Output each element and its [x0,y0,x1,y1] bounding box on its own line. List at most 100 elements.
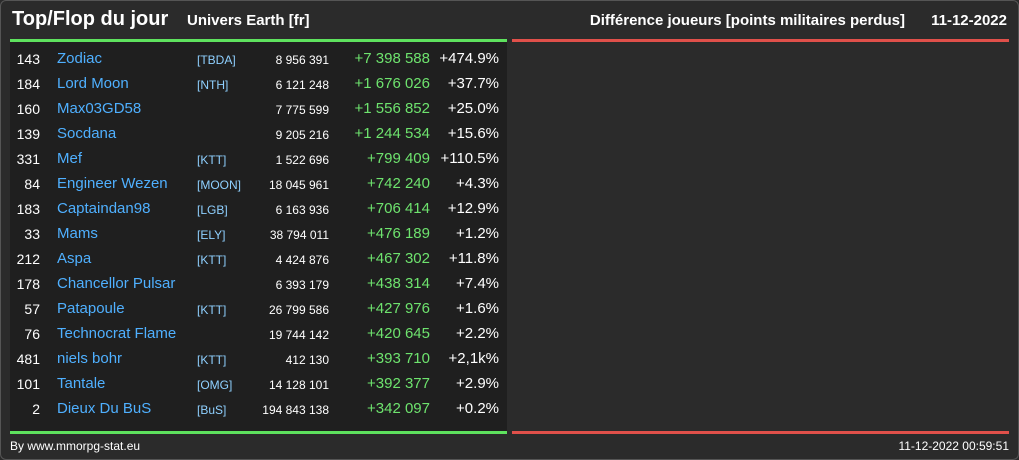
footer-credit[interactable]: By www.mmorpg-stat.eu [10,439,141,453]
player-rank: 212 [16,251,40,267]
percent-change: +37.7% [447,75,499,92]
percent-change: +2,1k% [448,350,499,367]
player-name-link[interactable]: Max03GD58 [57,100,142,117]
alliance-tag[interactable]: [ELY] [197,228,226,242]
table-row: 76 Technocrat Flame 19 744 142 +420 645 +2.2… [10,322,507,347]
player-name-link[interactable]: niels bohr [57,350,123,367]
table-row: 184 Lord Moon [NTH] 6 121 248 +1 676 026 +37.… [10,72,507,97]
player-name-link[interactable]: Lord Moon [57,75,129,92]
player-rank: 57 [24,301,40,317]
table-row: 160 Max03GD58 7 775 599 +1 556 852 +25.0% [10,97,507,122]
player-rank: 184 [16,76,40,92]
player-points: 18 045 961 [268,178,329,192]
player-points: 19 744 142 [268,328,329,342]
alliance-tag[interactable]: [BuS] [197,403,227,417]
player-name-link[interactable]: Tantale [57,375,106,392]
player-rank: 183 [16,201,40,217]
points-difference: +1 676 026 [354,75,431,92]
table-row: 139 Socdana 9 205 216 +1 244 534 +15.6% [10,122,507,147]
header-date: 11-12-2022 [931,12,1007,29]
player-points: 38 794 011 [269,228,329,242]
header: Top/Flop du jour Univers Earth [fr] Diff… [12,8,1007,34]
footer-timestamp: 11-12-2022 00:59:51 [898,439,1009,453]
percent-change: +12.9% [447,200,499,217]
player-points: 1 522 696 [275,153,329,167]
points-difference: +7 398 588 [354,50,431,67]
player-name-link[interactable]: Patapoule [57,300,125,317]
table-row: 183 Captaindan98 [LGB] 6 163 936 +706 414 +12… [10,197,507,222]
player-points: 9 205 216 [275,128,329,142]
player-rank: 178 [16,276,40,292]
points-difference: +1 556 852 [354,100,431,117]
percent-change: +2.9% [456,375,499,392]
points-difference: +742 240 [367,175,430,192]
player-name-link[interactable]: Zodiac [57,50,103,67]
page-title: Top/Flop du jour [12,8,169,30]
alliance-tag[interactable]: [KTT] [197,353,227,367]
flop-players-panel [512,42,1009,431]
percent-change: +15.6% [447,125,499,142]
alliance-tag[interactable]: [KTT] [197,153,227,167]
percent-change: +1.6% [456,300,499,317]
points-difference: +476 189 [367,225,430,242]
metric-label: Différence joueurs [points militaires pe… [589,12,905,29]
points-difference: +706 414 [367,200,430,217]
alliance-tag[interactable]: [KTT] [197,303,227,317]
percent-change: +2.2% [456,325,499,342]
player-rank: 101 [16,376,40,392]
player-points: 8 956 391 [275,53,329,67]
player-points: 6 393 179 [275,278,329,292]
bottom-green-divider [10,431,507,434]
table-row: 57 Patapoule [KTT] 26 799 586 +427 976 +1.6% [10,297,507,322]
points-difference: +427 976 [367,300,430,317]
player-name-link[interactable]: Chancellor Pulsar [57,275,176,292]
table-row: 33 Mams [ELY] 38 794 011 +476 189 +1.2% [10,222,507,247]
table-row: 178 Chancellor Pulsar 6 393 179 +438 314 +7.… [10,272,507,297]
player-rank: 33 [24,226,40,242]
points-difference: +420 645 [367,325,430,342]
percent-change: +474.9% [439,50,499,67]
player-points: 412 130 [285,353,329,367]
percent-change: +0.2% [456,400,499,417]
player-rank: 2 [32,401,40,417]
player-name-link[interactable]: Mams [57,225,98,242]
player-name-link[interactable]: Engineer Wezen [57,175,168,192]
percent-change: +110.5% [440,150,499,167]
player-points: 26 799 586 [268,303,329,317]
alliance-tag[interactable]: [MOON] [197,178,241,192]
player-name-link[interactable]: Dieux Du BuS [57,400,152,417]
player-name-link[interactable]: Captaindan98 [57,200,151,217]
player-rank: 84 [24,176,40,192]
player-points: 6 163 936 [275,203,329,217]
percent-change: +11.8% [448,250,499,267]
points-difference: +342 097 [367,400,430,417]
player-points: 14 128 101 [268,378,329,392]
player-rank: 139 [16,126,40,142]
table-row: 212 Aspa [KTT] 4 424 876 +467 302 +11.8% [10,247,507,272]
player-name-link[interactable]: Socdana [57,125,117,142]
player-rank: 331 [16,151,40,167]
table-row: 2 Dieux Du BuS [BuS] 194 843 138 +342 097 +0.… [10,397,507,422]
player-points: 7 775 599 [275,103,329,117]
alliance-tag[interactable]: [TBDA] [197,53,236,67]
alliance-tag[interactable]: [LGB] [197,203,228,217]
top-green-divider [10,39,507,42]
points-difference: +392 377 [367,375,430,392]
player-rank: 160 [16,101,40,117]
alliance-tag[interactable]: [NTH] [197,78,229,92]
alliance-tag[interactable]: [OMG] [197,378,233,392]
player-rank: 143 [16,51,40,67]
top-red-divider [512,39,1009,42]
player-points: 6 121 248 [275,78,329,92]
player-name-link[interactable]: Aspa [57,250,92,267]
player-name-link[interactable]: Mef [57,150,83,167]
table-row: 84 Engineer Wezen [MOON] 18 045 961 +742 240… [10,172,507,197]
percent-change: +7.4% [456,275,499,292]
universe-label: Univers Earth [fr] [187,12,310,29]
percent-change: +4.3% [456,175,499,192]
player-name-link[interactable]: Technocrat Flame [57,325,177,342]
points-difference: +467 302 [367,250,430,267]
alliance-tag[interactable]: [KTT] [197,253,227,267]
player-points: 4 424 876 [275,253,329,267]
points-difference: +438 314 [367,275,430,292]
